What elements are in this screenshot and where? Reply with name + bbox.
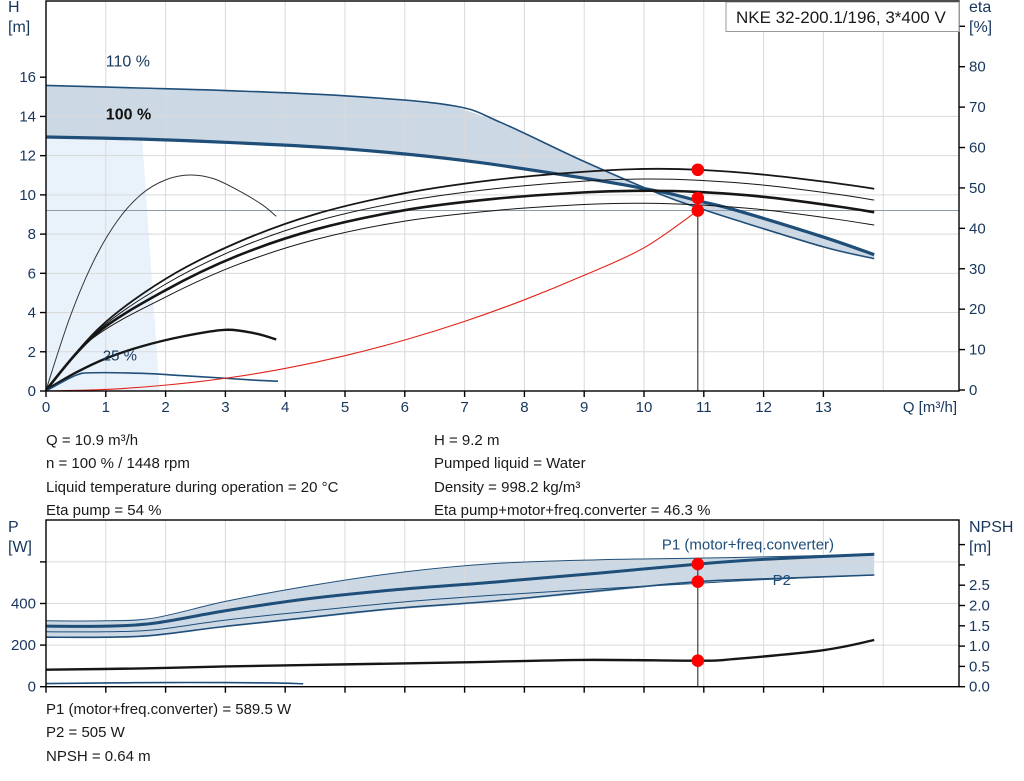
svg-text:10: 10 bbox=[19, 187, 36, 204]
svg-text:[W]: [W] bbox=[8, 539, 32, 556]
svg-text:0: 0 bbox=[28, 383, 36, 400]
svg-text:4: 4 bbox=[281, 399, 289, 416]
svg-text:60: 60 bbox=[969, 140, 986, 157]
svg-text:3: 3 bbox=[221, 399, 229, 416]
svg-text:100 %: 100 % bbox=[106, 106, 151, 123]
svg-text:16: 16 bbox=[19, 69, 36, 86]
svg-text:4: 4 bbox=[28, 305, 36, 322]
svg-text:11: 11 bbox=[696, 399, 712, 416]
svg-text:2: 2 bbox=[28, 344, 36, 361]
svg-text:10: 10 bbox=[969, 342, 986, 359]
svg-text:eta: eta bbox=[969, 0, 991, 16]
svg-text:8: 8 bbox=[28, 226, 36, 243]
svg-text:0: 0 bbox=[28, 679, 36, 696]
svg-text:13: 13 bbox=[815, 399, 832, 416]
svg-text:P: P bbox=[8, 519, 19, 536]
svg-text:0.0: 0.0 bbox=[969, 679, 990, 696]
svg-text:1: 1 bbox=[102, 399, 110, 416]
svg-text:70: 70 bbox=[969, 99, 986, 116]
svg-text:Q [m³/h]: Q [m³/h] bbox=[903, 399, 957, 416]
svg-text:6: 6 bbox=[28, 265, 36, 282]
svg-text:200: 200 bbox=[11, 637, 36, 654]
svg-text:H: H bbox=[8, 0, 20, 16]
svg-text:10: 10 bbox=[636, 399, 653, 416]
svg-text:50: 50 bbox=[969, 180, 986, 197]
svg-text:9: 9 bbox=[580, 399, 588, 416]
svg-text:0: 0 bbox=[42, 399, 50, 416]
svg-text:P2: P2 bbox=[773, 572, 791, 589]
svg-text:1.0: 1.0 bbox=[969, 638, 990, 655]
svg-text:NKE 32-200.1/196, 3*400 V: NKE 32-200.1/196, 3*400 V bbox=[736, 8, 946, 27]
svg-text:6: 6 bbox=[401, 399, 409, 416]
svg-text:7: 7 bbox=[460, 399, 468, 416]
svg-text:[m]: [m] bbox=[8, 19, 30, 36]
svg-text:2: 2 bbox=[161, 399, 169, 416]
svg-text:80: 80 bbox=[969, 59, 986, 76]
svg-text:0.5: 0.5 bbox=[969, 658, 990, 675]
svg-text:NPSH: NPSH bbox=[969, 519, 1013, 536]
svg-text:400: 400 bbox=[11, 596, 36, 613]
svg-text:25 %: 25 % bbox=[103, 348, 137, 365]
svg-text:14: 14 bbox=[19, 108, 36, 125]
svg-text:2.5: 2.5 bbox=[969, 577, 990, 594]
svg-text:[%]: [%] bbox=[969, 19, 992, 36]
svg-text:0: 0 bbox=[969, 382, 977, 399]
svg-text:5: 5 bbox=[341, 399, 349, 416]
svg-text:40: 40 bbox=[969, 220, 986, 237]
svg-text:P1 (motor+freq.converter): P1 (motor+freq.converter) bbox=[662, 536, 834, 553]
svg-text:2.0: 2.0 bbox=[969, 598, 990, 615]
svg-text:8: 8 bbox=[520, 399, 528, 416]
svg-text:12: 12 bbox=[755, 399, 772, 416]
svg-text:30: 30 bbox=[969, 261, 986, 278]
svg-text:1.5: 1.5 bbox=[969, 618, 990, 635]
svg-text:20: 20 bbox=[969, 301, 986, 318]
svg-text:12: 12 bbox=[19, 148, 36, 165]
svg-text:[m]: [m] bbox=[969, 539, 991, 556]
svg-text:110 %: 110 % bbox=[106, 53, 150, 70]
